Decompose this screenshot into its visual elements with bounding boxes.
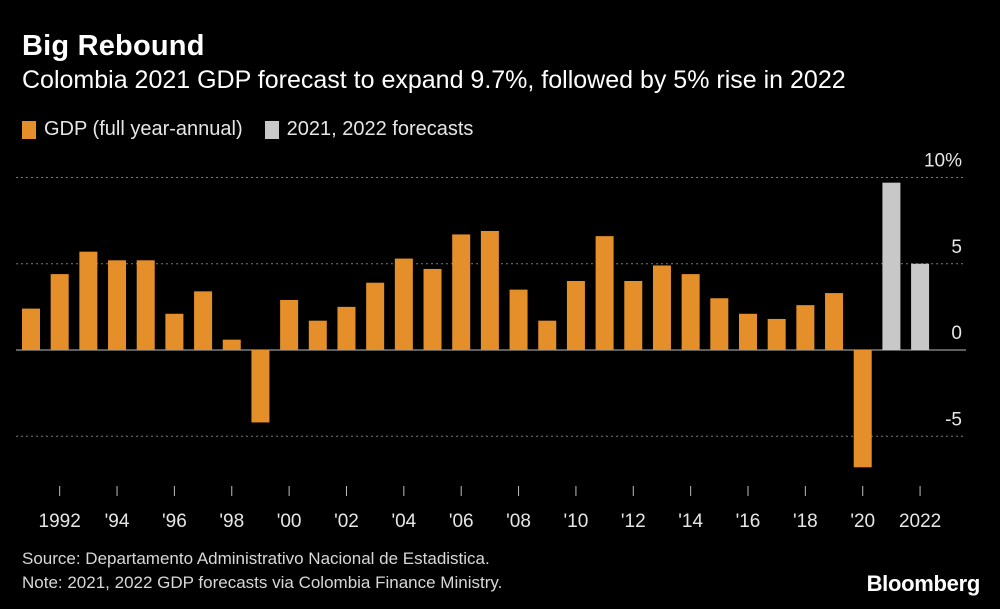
legend-label-forecast: 2021, 2022 forecasts [286, 118, 474, 140]
x-tick-label: '02 [334, 511, 359, 532]
bar-gdp [509, 289, 528, 350]
bar-gdp [366, 282, 385, 350]
bar-gdp [538, 320, 557, 350]
bar-gdp [165, 313, 184, 350]
bar-gdp [423, 268, 442, 350]
x-tick-label: '16 [736, 511, 761, 532]
x-tick-label: 2022 [899, 511, 941, 532]
bar-gdp [825, 293, 844, 350]
bar-gdp [681, 274, 700, 350]
bar-forecast [882, 182, 901, 350]
bar-gdp [280, 299, 299, 350]
chart-title: Big Rebound [22, 30, 205, 62]
x-tick-label: '10 [564, 511, 589, 532]
bar-gdp [108, 260, 127, 350]
forecast-note: Note: 2021, 2022 GDP forecasts via Colom… [22, 573, 503, 592]
x-tick-label: '20 [850, 511, 875, 532]
legend-label-gdp: GDP (full year-annual) [44, 118, 243, 140]
chart-subtitle: Colombia 2021 GDP forecast to expand 9.7… [22, 66, 846, 94]
bar-gdp [50, 274, 69, 350]
x-tick-label: '06 [449, 511, 474, 532]
x-tick-label: '14 [678, 511, 703, 532]
y-tick-label: 0 [951, 323, 962, 344]
bar-gdp [739, 313, 757, 350]
x-tick-label: '94 [105, 511, 130, 532]
x-tick-label: '08 [506, 511, 531, 532]
bar-gdp [222, 339, 241, 350]
bar-gdp [595, 236, 614, 350]
bar-gdp [251, 350, 270, 423]
legend-swatch-forecast [264, 120, 279, 139]
chart-footer: Source: Departamento Administrativo Naci… [22, 547, 502, 595]
x-tick-label: '04 [391, 511, 416, 532]
bar-gdp [566, 281, 585, 350]
x-tick-label: '12 [621, 511, 646, 532]
x-tick-label: '00 [277, 511, 302, 532]
bar-gdp [767, 318, 786, 350]
bar-gdp [480, 230, 499, 350]
chart-legend: GDP (full year-annual) 2021, 2022 foreca… [22, 118, 495, 141]
y-tick-label: -5 [945, 409, 962, 430]
x-tick-label: '98 [219, 511, 244, 532]
bar-gdp [624, 281, 643, 350]
source-note: Source: Departamento Administrativo Naci… [22, 549, 490, 568]
bar-gdp [308, 320, 327, 350]
bar-gdp [796, 305, 815, 350]
bar-gdp [853, 350, 872, 468]
x-tick-label: '18 [793, 511, 818, 532]
legend-swatch-gdp [22, 120, 36, 139]
bloomberg-logo: Bloomberg [866, 571, 981, 596]
x-tick-label: '96 [162, 511, 187, 532]
bar-gdp [337, 306, 356, 350]
y-tick-label: 5 [951, 237, 962, 258]
bar-gdp [652, 265, 671, 350]
bar-gdp [136, 260, 155, 350]
x-tick-label: 1992 [39, 511, 81, 532]
legend-item-forecast: 2021, 2022 forecasts [264, 118, 474, 141]
bar-gdp [194, 291, 213, 350]
legend-item-gdp: GDP (full year-annual) [22, 118, 243, 141]
bar-gdp [710, 298, 729, 350]
bar-gdp [452, 234, 471, 350]
bar-forecast [911, 263, 930, 350]
bar-gdp [394, 258, 413, 350]
bar-gdp [79, 251, 98, 350]
bar-gdp [22, 308, 40, 350]
y-tick-label: 10% [924, 151, 962, 172]
